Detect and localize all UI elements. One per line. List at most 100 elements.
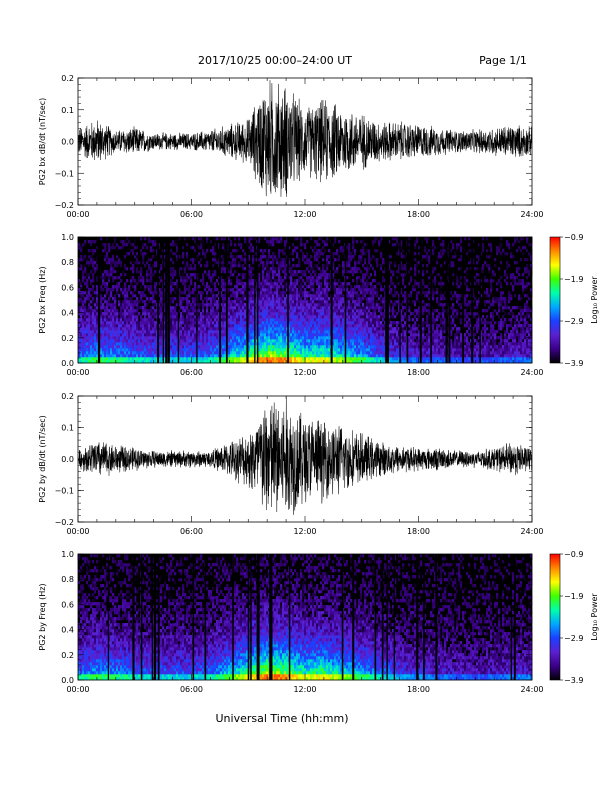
spectrogram-cell xyxy=(148,327,151,331)
spectrogram-cell xyxy=(284,354,287,358)
spectrogram-cell xyxy=(150,282,153,286)
spectrogram-cell xyxy=(242,288,245,292)
spectrogram-cell xyxy=(276,270,279,274)
spectrogram-cell xyxy=(138,312,141,316)
spectrogram-cell xyxy=(122,327,125,331)
spectrogram-cell xyxy=(286,336,289,340)
spectrogram-cell xyxy=(348,318,351,322)
spectrogram-cell xyxy=(86,339,89,343)
spectrogram-cell xyxy=(366,333,369,337)
spectrogram-cell xyxy=(136,267,139,271)
spectrogram-cell xyxy=(114,273,117,277)
spectrogram-cell xyxy=(244,348,247,352)
spectrogram-cell xyxy=(336,249,339,253)
spectrogram-cell xyxy=(272,264,275,268)
spectrogram-cell xyxy=(304,270,307,274)
spectrogram-cell xyxy=(280,294,283,298)
spectrogram-cell xyxy=(228,282,231,286)
spectrogram-cell xyxy=(314,327,317,331)
spectrogram-cell xyxy=(322,312,325,316)
spectrogram-cell xyxy=(78,252,81,256)
spectrogram-cell xyxy=(130,282,133,286)
spectrogram-cell xyxy=(252,246,255,250)
spectrogram-cell xyxy=(228,330,231,334)
spectrogram-cell xyxy=(174,300,177,304)
spectrogram-cell xyxy=(154,312,157,316)
spectrogram-cell xyxy=(234,258,237,262)
spectrogram-cell xyxy=(294,342,297,346)
spectrogram-cell xyxy=(282,360,285,364)
spectrogram-cell xyxy=(336,345,339,349)
spectrogram-cell xyxy=(268,342,271,346)
spectrogram-cell xyxy=(84,336,87,340)
spectrogram-cell xyxy=(322,339,325,343)
spectrogram-cell xyxy=(314,279,317,283)
spectrogram-cell xyxy=(238,258,241,262)
spectrogram-cell xyxy=(190,348,193,352)
spectrogram-cell xyxy=(174,333,177,337)
spectrogram-cell xyxy=(112,267,115,271)
spectrogram-cell xyxy=(184,285,187,289)
spectrogram-cell xyxy=(116,261,119,265)
spectrogram-cell xyxy=(132,252,135,256)
spectrogram-cell xyxy=(106,309,109,313)
spectrogram-cell xyxy=(104,285,107,289)
spectrogram-cell xyxy=(154,258,157,262)
spectrogram-cell xyxy=(158,300,161,304)
spectrogram-cell xyxy=(160,267,163,271)
spectrogram-cell xyxy=(276,333,279,337)
spectrogram-cell xyxy=(366,321,369,325)
spectrogram-cell xyxy=(82,321,85,325)
spectrogram-cell xyxy=(294,297,297,301)
spectrogram-cell xyxy=(212,252,215,256)
spectrogram-cell xyxy=(214,345,217,349)
spectrogram-cell xyxy=(364,261,367,265)
spectrogram-cell xyxy=(232,357,235,361)
spectrogram-cell xyxy=(92,354,95,358)
spectrogram-cell xyxy=(94,339,97,343)
spectrogram-cell xyxy=(208,303,211,307)
spectrogram-cell xyxy=(116,282,119,286)
spectrogram-cell xyxy=(178,240,181,244)
spectrogram-cell xyxy=(160,309,163,313)
spectrogram-cell xyxy=(138,327,141,331)
bx-trace xyxy=(78,80,532,197)
spectrogram-cell xyxy=(276,357,279,361)
spectrogram-cell xyxy=(280,276,283,280)
spectrogram-cell xyxy=(284,312,287,316)
spectrogram-cell xyxy=(158,303,161,307)
spectrogram-cell xyxy=(222,285,225,289)
spectrogram-cell xyxy=(298,249,301,253)
spectrogram-cell xyxy=(128,297,131,301)
spectrogram-cell xyxy=(308,300,311,304)
spectrogram-cell xyxy=(80,315,83,319)
spectrogram-cell xyxy=(292,333,295,337)
spectrogram-cell xyxy=(354,258,357,262)
spectrogram-cell xyxy=(322,330,325,334)
spectrogram-cell xyxy=(276,279,279,283)
spectrogram-cell xyxy=(354,261,357,265)
spectrogram-cell xyxy=(212,282,215,286)
spectrogram-cell xyxy=(120,327,123,331)
spectrogram-cell xyxy=(144,285,147,289)
spectrogram-cell xyxy=(172,276,175,280)
spectrogram-cell xyxy=(284,357,287,361)
spectrogram-cell xyxy=(190,330,193,334)
spectrogram-cell xyxy=(332,330,335,334)
spectrogram-cell xyxy=(150,324,153,328)
spectrogram-cell xyxy=(290,351,293,355)
spectrogram-cell xyxy=(352,273,355,277)
spectrogram-cell xyxy=(298,348,301,352)
spectrogram-cell xyxy=(260,261,263,265)
spectrogram-cell xyxy=(312,270,315,274)
spectrogram-cell xyxy=(318,357,321,361)
spectrogram-cell xyxy=(336,342,339,346)
spectrogram-cell xyxy=(114,309,117,313)
spectrogram-cell xyxy=(218,345,221,349)
spectrogram-cell xyxy=(236,351,239,355)
spectrogram-cell xyxy=(230,321,233,325)
spectrogram-cell xyxy=(306,339,309,343)
spectrogram-cell xyxy=(248,321,251,325)
spectrogram-cell xyxy=(82,315,85,319)
spectrogram-cell xyxy=(110,339,113,343)
